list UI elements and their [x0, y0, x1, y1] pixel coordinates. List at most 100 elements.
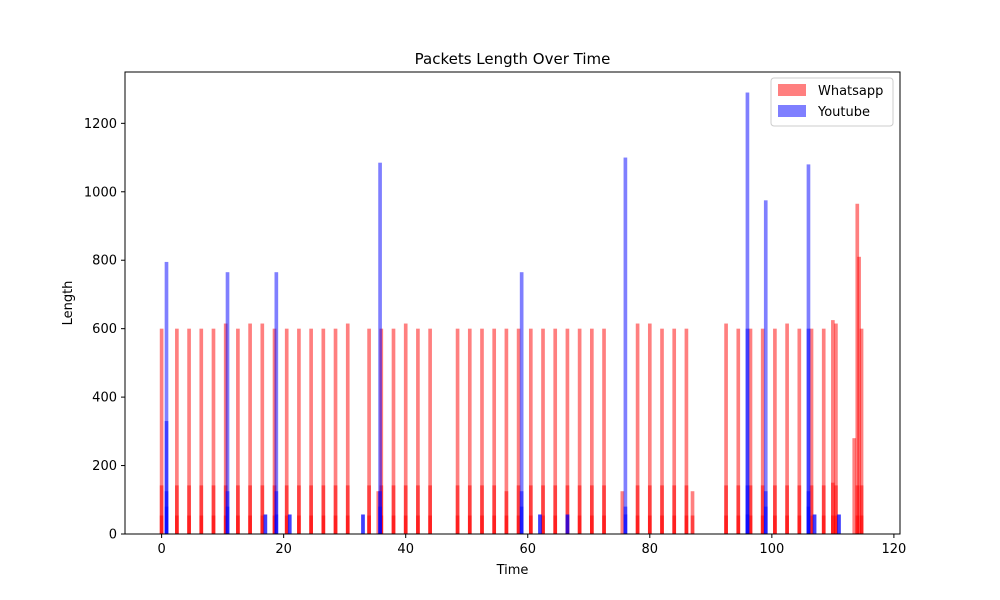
bar-whatsapp-31 [284, 485, 289, 534]
bar-whatsapp-89 [541, 485, 545, 534]
y-tick-label: 200 [92, 459, 117, 474]
bar-whatsapp-142 [797, 328, 802, 534]
bar-whatsapp-123 [690, 515, 695, 534]
bar-whatsapp-75 [480, 515, 484, 534]
y-axis: 0 200 400 600 800 1000 1200 [84, 117, 125, 543]
bar-whatsapp-49 [367, 485, 371, 534]
bar-whatsapp-79 [504, 328, 509, 534]
bar-youtube-4 [225, 272, 230, 534]
bar-youtube-0 [164, 261, 169, 534]
y-tick-label: 1000 [84, 185, 117, 200]
bar-whatsapp-55 [391, 328, 396, 534]
chart-title: Packets Length Over Time [415, 50, 611, 68]
bar-youtube-41 [812, 514, 817, 534]
y-tick-label: 400 [92, 391, 117, 406]
x-tick-label: 100 [759, 542, 784, 557]
y-tick-label: 800 [92, 254, 117, 269]
bar-whatsapp-119 [684, 328, 689, 534]
bar-whatsapp-102 [590, 515, 594, 534]
bar-whatsapp-149 [821, 485, 826, 534]
bar-whatsapp-81 [504, 515, 509, 534]
bar-whatsapp-92 [553, 485, 558, 534]
bar-whatsapp-139 [785, 323, 789, 534]
bar-whatsapp-124 [724, 323, 728, 534]
bar-whatsapp-154 [834, 323, 838, 534]
bar-whatsapp-17 [223, 515, 228, 534]
bar-whatsapp-22 [248, 485, 252, 534]
bar-whatsapp-148 [821, 328, 826, 534]
bar-whatsapp-85 [528, 328, 533, 534]
bar-whatsapp-125 [724, 485, 728, 534]
bar-whatsapp-146 [809, 485, 814, 534]
bar-youtube-8 [263, 514, 268, 534]
bar-whatsapp-86 [528, 485, 533, 534]
bar-whatsapp-60 [403, 515, 408, 534]
bar-youtube-26 [623, 157, 628, 535]
bar-whatsapp-39 [321, 328, 326, 534]
bar-youtube-3 [164, 506, 169, 534]
bar-whatsapp-95 [565, 485, 570, 534]
bar-youtube-39 [806, 506, 811, 534]
bar-whatsapp-7 [187, 485, 191, 534]
bar-whatsapp-16 [223, 485, 228, 534]
bar-whatsapp-36 [309, 328, 313, 534]
bar-whatsapp-91 [553, 328, 558, 534]
bar-youtube-25 [565, 514, 570, 534]
bar-whatsapp-38 [309, 515, 313, 534]
bar-whatsapp-94 [565, 328, 570, 534]
bar-whatsapp-58 [403, 323, 408, 534]
legend-label-youtube: Youtube [817, 105, 870, 120]
bar-youtube-15 [361, 514, 365, 534]
bar-youtube-31 [745, 485, 750, 534]
bar-youtube-43 [837, 514, 841, 534]
bar-whatsapp-145 [809, 328, 814, 534]
bar-whatsapp-68 [455, 485, 460, 534]
bar-whatsapp-134 [760, 485, 765, 534]
bar-whatsapp-71 [467, 485, 472, 534]
bar-whatsapp-6 [187, 328, 191, 534]
bar-whatsapp-152 [831, 482, 835, 534]
bar-whatsapp-9 [199, 328, 204, 534]
bar-whatsapp-120 [684, 485, 689, 534]
bar-whatsapp-61 [416, 328, 420, 534]
x-tick-label: 120 [881, 542, 906, 557]
bar-whatsapp-126 [724, 515, 728, 534]
y-tick-label: 600 [92, 322, 117, 337]
bar-youtube-21 [519, 506, 524, 534]
bar-whatsapp-45 [345, 323, 350, 534]
bar-whatsapp-8 [187, 515, 191, 534]
bar-whatsapp-77 [492, 485, 497, 534]
bar-whatsapp-78 [492, 515, 497, 534]
bar-whatsapp-1 [159, 485, 164, 534]
bar-whatsapp-3 [175, 328, 179, 534]
bar-youtube-23 [538, 514, 542, 534]
bar-whatsapp-30 [284, 328, 289, 534]
bar-whatsapp-107 [635, 323, 640, 534]
bar-whatsapp-18 [236, 328, 240, 534]
bar-youtube-10 [274, 491, 279, 534]
bar-whatsapp-108 [635, 485, 640, 534]
legend: Whatsapp Youtube [770, 77, 894, 127]
bar-whatsapp-116 [672, 328, 677, 534]
bar-whatsapp-13 [211, 485, 216, 534]
bar-whatsapp-122 [690, 491, 695, 534]
bar-whatsapp-104 [602, 485, 606, 534]
bar-whatsapp-161 [857, 256, 861, 534]
bar-whatsapp-153 [831, 515, 835, 534]
x-tick-label: 40 [397, 542, 414, 557]
bar-youtube-19 [519, 272, 524, 534]
bar-whatsapp-98 [577, 485, 582, 534]
plot-frame [124, 71, 901, 535]
bar-whatsapp-32 [284, 515, 289, 534]
bar-whatsapp-0 [159, 328, 164, 534]
bar-whatsapp-33 [297, 328, 301, 534]
bar-whatsapp-37 [309, 485, 313, 534]
bar-whatsapp-84 [516, 515, 521, 534]
x-tick-label: 20 [275, 542, 292, 557]
bar-whatsapp-82 [516, 328, 521, 534]
bar-whatsapp-14 [211, 515, 216, 534]
bar-whatsapp-90 [541, 515, 545, 534]
bar-whatsapp-67 [455, 328, 460, 534]
bar-whatsapp-133 [760, 328, 765, 534]
